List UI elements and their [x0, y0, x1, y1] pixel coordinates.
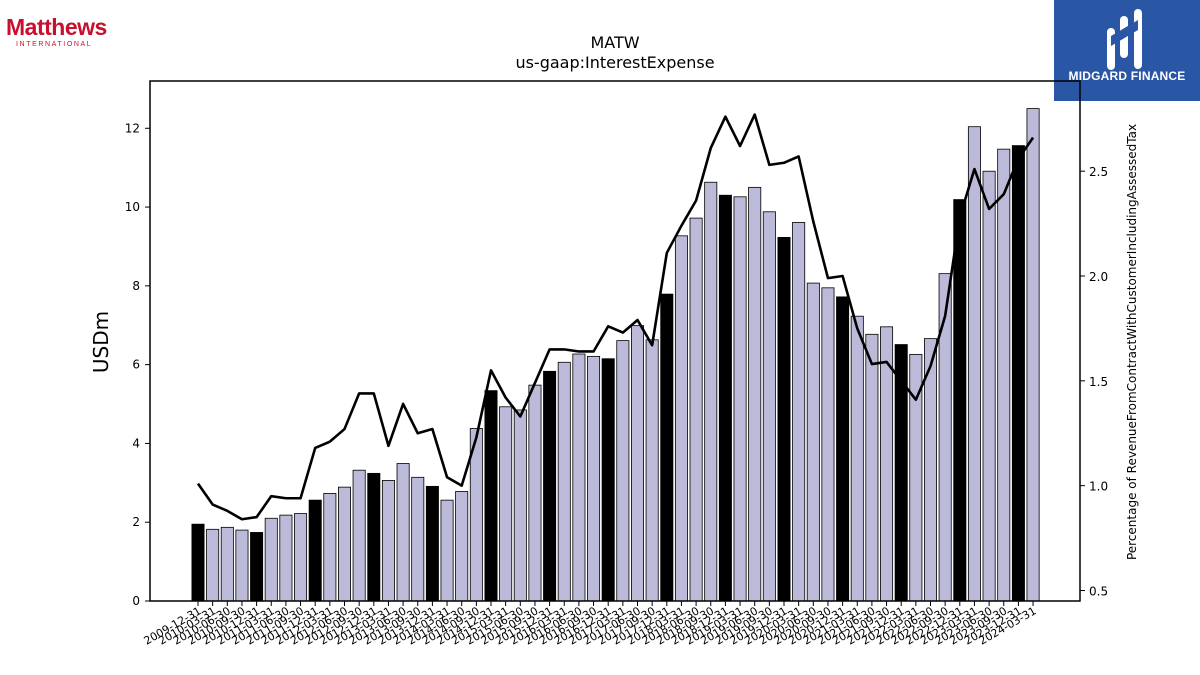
bar — [762, 211, 776, 602]
y-axis-label: USDm — [89, 311, 113, 373]
bar — [894, 344, 908, 602]
bar — [850, 315, 864, 602]
bar — [528, 384, 542, 602]
bar — [440, 499, 454, 602]
bar — [352, 469, 366, 602]
bar — [806, 282, 820, 602]
bar-series — [191, 108, 1040, 602]
chart-title: MATW — [590, 33, 639, 52]
y-tick-label: 2 — [132, 515, 140, 529]
bar — [250, 532, 264, 602]
bar — [455, 491, 469, 602]
y2-tick-label: 2.5 — [1089, 165, 1108, 179]
bar — [938, 273, 952, 602]
y2-tick-label: 1.0 — [1089, 480, 1108, 494]
bar — [235, 529, 249, 602]
bar — [953, 199, 967, 602]
bar — [294, 513, 308, 602]
bar — [748, 186, 762, 602]
bar — [367, 472, 381, 602]
bar — [1011, 145, 1025, 602]
bar — [836, 296, 850, 602]
bar — [1026, 108, 1040, 602]
bar — [660, 293, 674, 602]
bar — [411, 476, 425, 602]
bar — [308, 499, 322, 602]
left-y-axis: 0 2 4 6 8 10 12 — [125, 121, 150, 608]
bar — [967, 126, 981, 602]
chart-subtitle: us-gaap:InterestExpense — [515, 53, 714, 72]
bar — [792, 222, 806, 602]
y2-tick-label: 1.5 — [1089, 375, 1108, 389]
bar — [601, 358, 615, 602]
bar — [689, 217, 703, 602]
percentage-line — [196, 113, 1035, 521]
y-tick-label: 0 — [132, 594, 140, 608]
bar — [557, 361, 571, 602]
bar — [484, 390, 498, 602]
x-axis: 2009-12-312010-03-312010-06-302010-09-30… — [142, 601, 1039, 648]
right-y-axis-label: Percentage of RevenueFromContractWithCus… — [1125, 124, 1139, 560]
bar — [206, 528, 220, 602]
plot-frame — [149, 80, 1081, 602]
bar — [337, 486, 351, 602]
y-tick-label: 10 — [125, 200, 140, 214]
bar — [220, 526, 234, 602]
bar — [616, 340, 630, 602]
y-tick-label: 4 — [132, 436, 140, 450]
bar — [733, 196, 747, 602]
bar — [982, 170, 996, 602]
y2-tick-label: 2.0 — [1089, 270, 1108, 284]
midgard-logo-text: MIDGARD FINANCE — [1068, 69, 1186, 83]
bar — [718, 194, 732, 602]
bar — [865, 333, 879, 602]
bar — [323, 493, 337, 602]
bar — [279, 514, 293, 602]
bar — [381, 480, 395, 602]
y-tick-label: 12 — [125, 121, 140, 135]
y2-tick-label: 0.5 — [1089, 585, 1108, 599]
bar — [997, 148, 1011, 602]
right-y-axis: 0.5 1.0 1.5 2.0 2.5 — [1080, 165, 1108, 599]
bar — [631, 325, 645, 602]
bar — [704, 181, 718, 602]
bar — [645, 339, 659, 602]
midgard-finance-logo: MIDGARD FINANCE — [1054, 0, 1200, 101]
matthews-logo: Matthews INTERNATIONAL — [6, 14, 116, 54]
bar — [543, 370, 557, 602]
y-tick-label: 6 — [132, 358, 140, 372]
bar — [821, 287, 835, 602]
bar — [513, 409, 527, 602]
y-tick-label: 8 — [132, 279, 140, 293]
bar — [587, 355, 601, 602]
bar — [674, 235, 688, 602]
bar — [396, 463, 410, 602]
bar — [191, 523, 205, 602]
matthews-logo-text: Matthews — [6, 14, 107, 40]
bar — [499, 406, 513, 602]
matthews-logo-tagline: INTERNATIONAL — [16, 41, 93, 48]
bar — [425, 485, 439, 602]
midgard-emblem-icon — [1107, 9, 1142, 70]
bar — [572, 353, 586, 602]
bar — [264, 517, 278, 602]
line-series — [196, 113, 1035, 521]
bar — [777, 236, 791, 602]
